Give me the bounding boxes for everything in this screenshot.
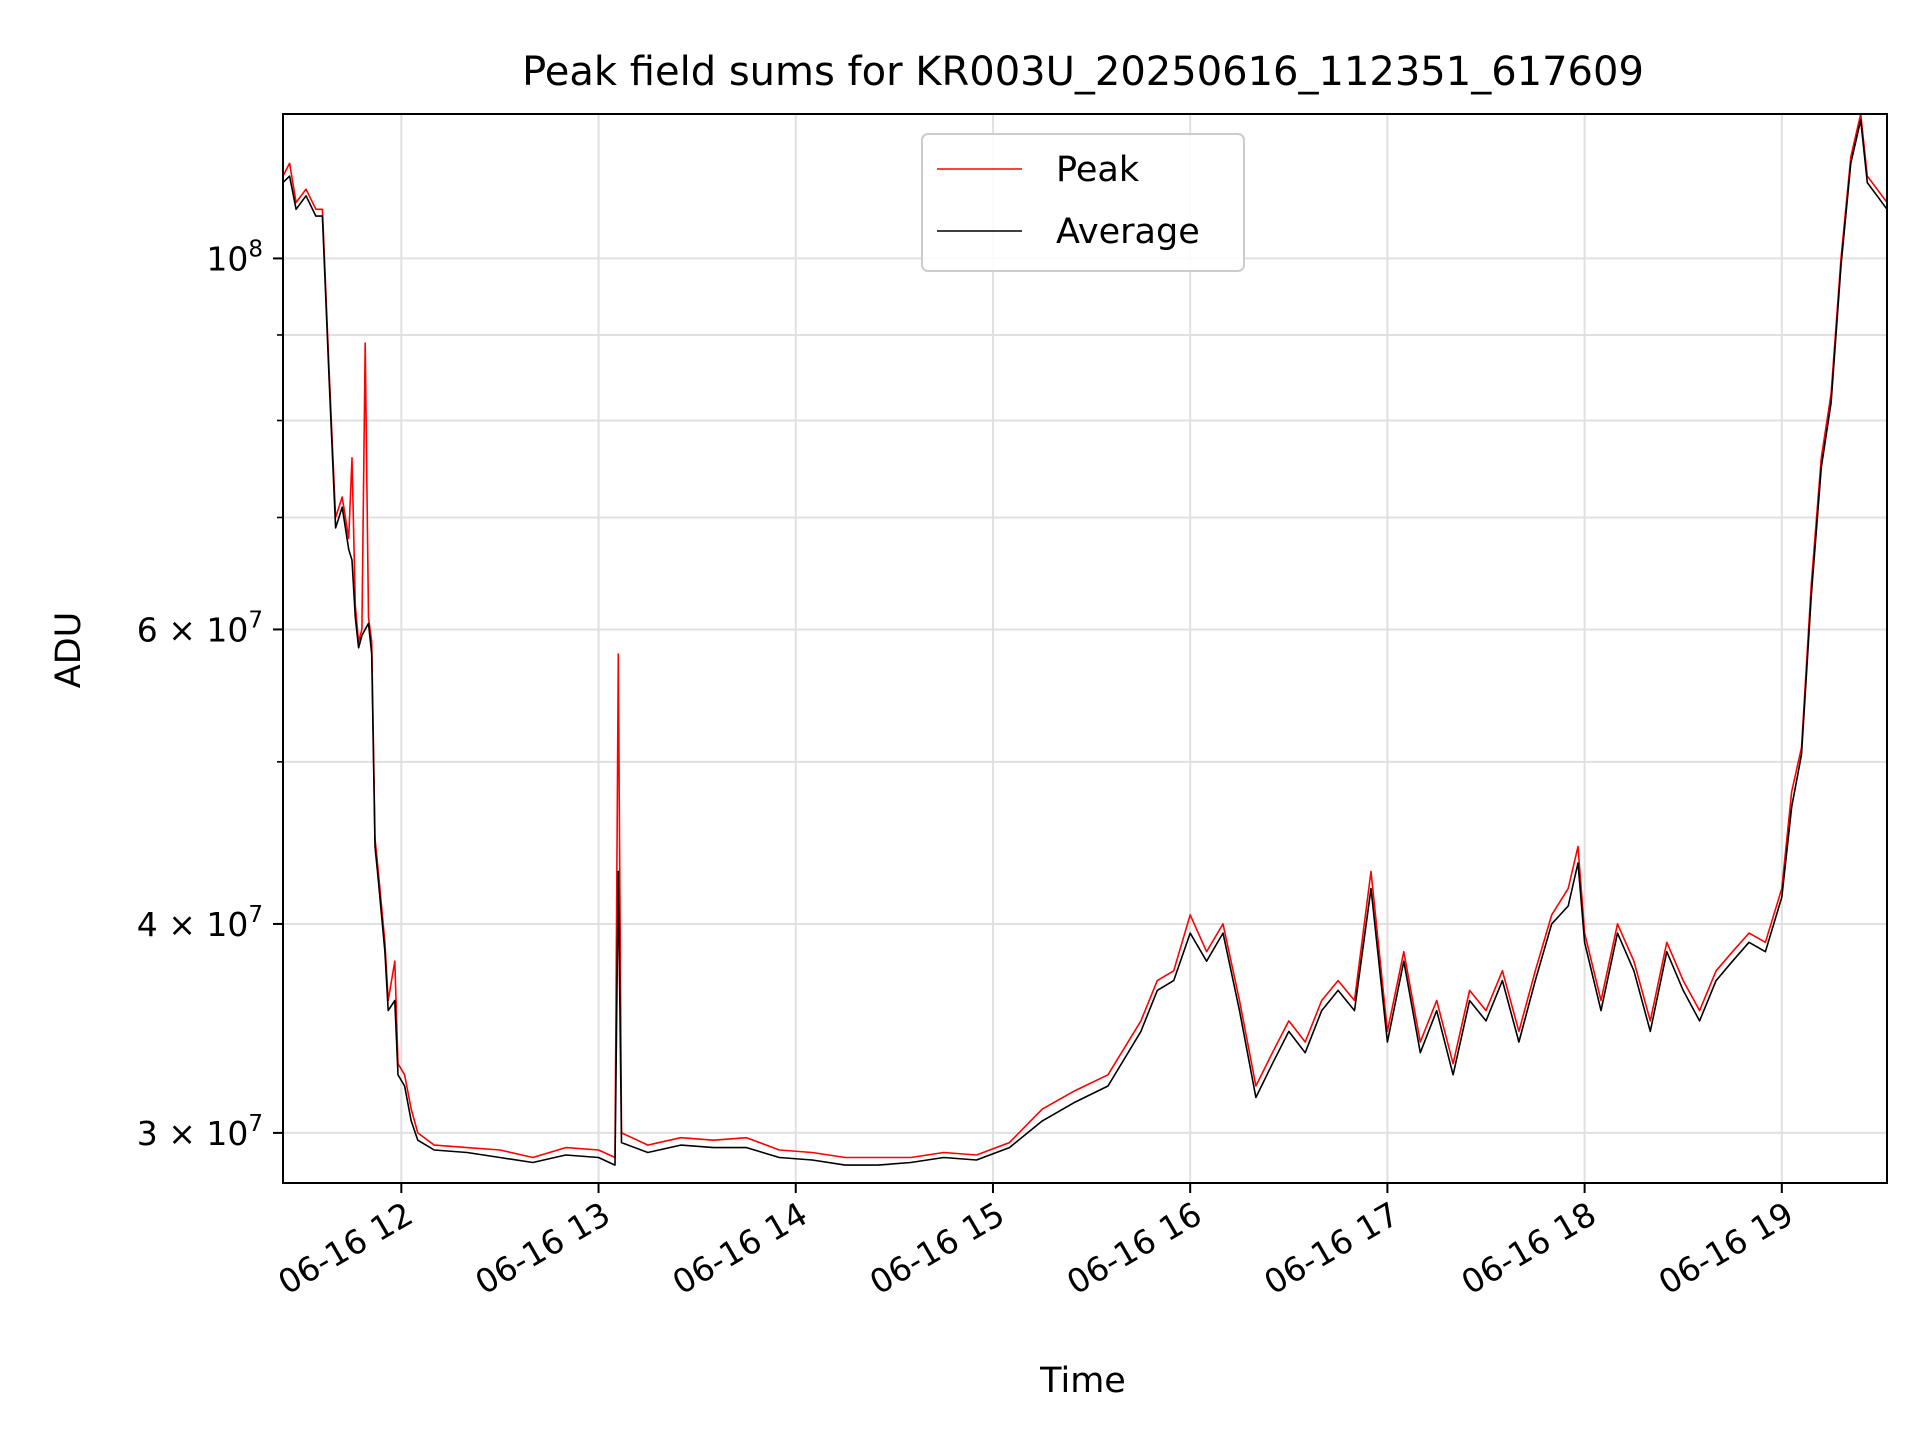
y-axis: 108 6 × 107 4 × 107 3 × 107 <box>137 236 283 1153</box>
chart-title: Peak field sums for KR003U_20250616_1123… <box>522 49 1644 95</box>
plot-frame <box>282 113 1888 1184</box>
series-layer <box>282 113 1888 1166</box>
grid <box>283 114 1887 1183</box>
y-tick-label: 4 × 107 <box>137 902 263 944</box>
y-axis-label: ADU <box>49 612 89 689</box>
y-tick-label: 108 <box>206 236 263 278</box>
x-axis-label: Time <box>1039 1361 1126 1401</box>
y-tick-label: 3 × 107 <box>137 1111 263 1153</box>
y-tick-label: 6 × 107 <box>137 607 263 649</box>
legend-label-peak: Peak <box>1056 150 1140 190</box>
legend: Peak Average <box>921 133 1245 272</box>
series-line-average <box>282 119 1888 1166</box>
legend-label-average: Average <box>1056 212 1200 252</box>
